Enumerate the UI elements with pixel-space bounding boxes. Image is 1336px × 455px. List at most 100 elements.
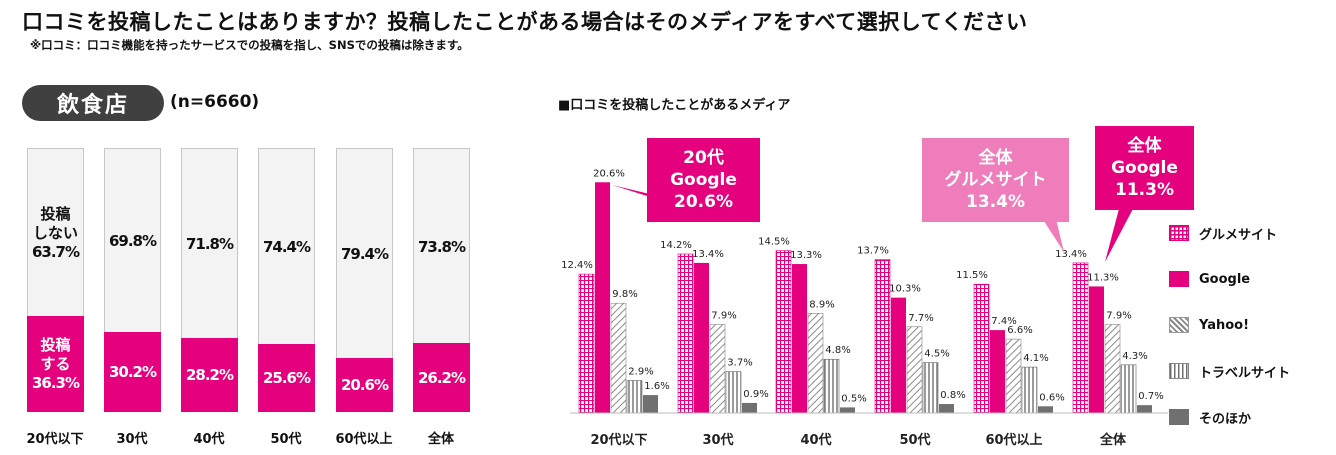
bar-vertical <box>922 362 939 414</box>
bar-solid <box>990 330 1005 413</box>
callout-line: 全体 <box>1127 136 1162 156</box>
data-label: 0.8% <box>940 390 965 401</box>
posted-value: 36.3% <box>31 374 80 392</box>
data-label: 14.2% <box>660 240 692 251</box>
data-label: 0.6% <box>1039 392 1064 403</box>
bar-grid <box>677 253 694 414</box>
data-label: 7.7% <box>908 313 933 324</box>
callout-line: Google <box>1111 158 1178 178</box>
legend-swatch <box>1169 225 1189 241</box>
legend-item: Google <box>1169 268 1290 290</box>
x-tick-label: 30代 <box>702 432 733 448</box>
sample-size: (n=6660) <box>170 92 260 112</box>
data-label: 13.4% <box>692 249 724 260</box>
bar-grey <box>840 407 855 413</box>
data-label: 0.5% <box>841 393 866 404</box>
callout-line: Google <box>670 170 737 190</box>
stack-bar: 25.6% 74.4% <box>258 148 315 412</box>
x-tick-label: 20代以下 <box>590 432 647 448</box>
x-tick-label: 40代 <box>800 432 831 448</box>
callout-box: 20代 Google 20.6% <box>647 138 760 222</box>
callout-line: 20.6% <box>674 192 733 212</box>
not-posted-value: 79.4% <box>340 245 389 263</box>
data-label: 8.9% <box>809 299 834 310</box>
segment-label: 投稿 <box>40 336 71 354</box>
legend-swatch <box>1169 317 1189 333</box>
bar-solid <box>694 262 709 413</box>
bar-grey <box>643 395 658 413</box>
bar-vertical <box>626 380 643 414</box>
callout-line: 全体 <box>978 148 1013 168</box>
bar-solid <box>891 297 906 413</box>
posted-segment: 28.2% <box>181 338 238 412</box>
stack-bar: 28.2% 71.8% <box>181 148 238 412</box>
x-tick-label: 60代以上 <box>335 432 393 447</box>
legend-item: トラベルサイト <box>1169 360 1290 382</box>
not-posted-value: 63.7% <box>31 243 80 261</box>
callout-line: グルメサイト <box>944 170 1047 190</box>
bar-grey <box>1137 405 1152 413</box>
segment-label: する <box>40 355 71 373</box>
legend-label: Yahoo! <box>1199 317 1250 333</box>
x-tick-label: 全体 <box>427 432 454 447</box>
data-label: 13.7% <box>857 246 889 257</box>
data-label: 14.5% <box>758 237 790 248</box>
legend-swatch <box>1169 271 1189 287</box>
data-label: 11.5% <box>956 270 988 281</box>
data-label: 10.3% <box>889 284 921 295</box>
bar-grid <box>1072 262 1089 414</box>
data-label: 4.5% <box>924 349 949 360</box>
bar-solid <box>792 264 807 413</box>
not-posted-segment: 73.8% <box>414 149 469 344</box>
data-label: 7.9% <box>1106 311 1131 322</box>
callout-line: 11.3% <box>1115 180 1174 200</box>
data-label: 1.6% <box>644 381 669 392</box>
media-legend: グルメサイト Google Yahoo! トラベルサイト そのほか <box>1169 222 1290 452</box>
not-posted-value: 71.8% <box>185 235 234 253</box>
bar-solid <box>595 182 610 413</box>
data-label: 0.9% <box>743 389 768 400</box>
not-posted-value: 69.8% <box>108 232 157 250</box>
not-posted-segment: 79.4% <box>337 149 392 359</box>
callout-pointer <box>1105 205 1135 262</box>
bar-vertical <box>725 371 742 414</box>
not-posted-value: 74.4% <box>262 238 311 256</box>
data-label: 4.1% <box>1023 353 1048 364</box>
bar-diagonal <box>1005 338 1022 414</box>
legend-item: グルメサイト <box>1169 222 1290 244</box>
stack-bar: 26.2% 73.8% <box>413 148 470 412</box>
data-label: 9.8% <box>612 289 637 300</box>
not-posted-segment: 投稿 しない 63.7% <box>28 149 83 317</box>
posted-value: 28.2% <box>185 366 234 384</box>
stack-bar: 30.2% 69.8% <box>104 148 161 412</box>
x-tick-label: 30代 <box>116 432 148 447</box>
bar-diagonal <box>610 302 627 414</box>
legend-swatch <box>1169 363 1189 379</box>
legend-item: そのほか <box>1169 406 1290 428</box>
legend-label: グルメサイト <box>1199 227 1278 243</box>
legend-item: Yahoo! <box>1169 314 1290 336</box>
posted-value: 26.2% <box>417 368 466 387</box>
bar-grey <box>1038 406 1053 413</box>
posted-value: 25.6% <box>262 369 311 387</box>
bar-diagonal <box>906 326 923 414</box>
not-posted-value: 73.8% <box>417 237 466 256</box>
data-label: 7.9% <box>711 311 736 322</box>
posted-segment: 投稿 する 36.3% <box>27 316 84 412</box>
footnote: ※口コミ：口コミ機能を持ったサービスでの投稿を指し、SNSでの投稿は除きます。 <box>30 38 469 52</box>
data-label: 0.7% <box>1138 391 1163 402</box>
posted-segment: 20.6% <box>336 358 393 412</box>
segment-label: しない <box>32 224 78 242</box>
bar-diagonal <box>709 324 726 414</box>
section-label-pill: 飲食店 <box>22 85 164 121</box>
posted-value: 20.6% <box>340 376 389 394</box>
stack-bar: 20.6% 79.4% <box>336 148 393 412</box>
stack-bar: 投稿 する 36.3% 投稿 しない 63.7% <box>27 148 84 412</box>
legend-swatch <box>1169 409 1189 425</box>
bar-grid <box>775 250 792 414</box>
data-label: 4.3% <box>1122 351 1147 362</box>
callout-line: 13.4% <box>966 192 1025 212</box>
media-chart-title: ■口コミを投稿したことがあるメディア <box>558 98 791 113</box>
bar-grid <box>874 259 891 414</box>
not-posted-segment: 71.8% <box>182 149 237 339</box>
